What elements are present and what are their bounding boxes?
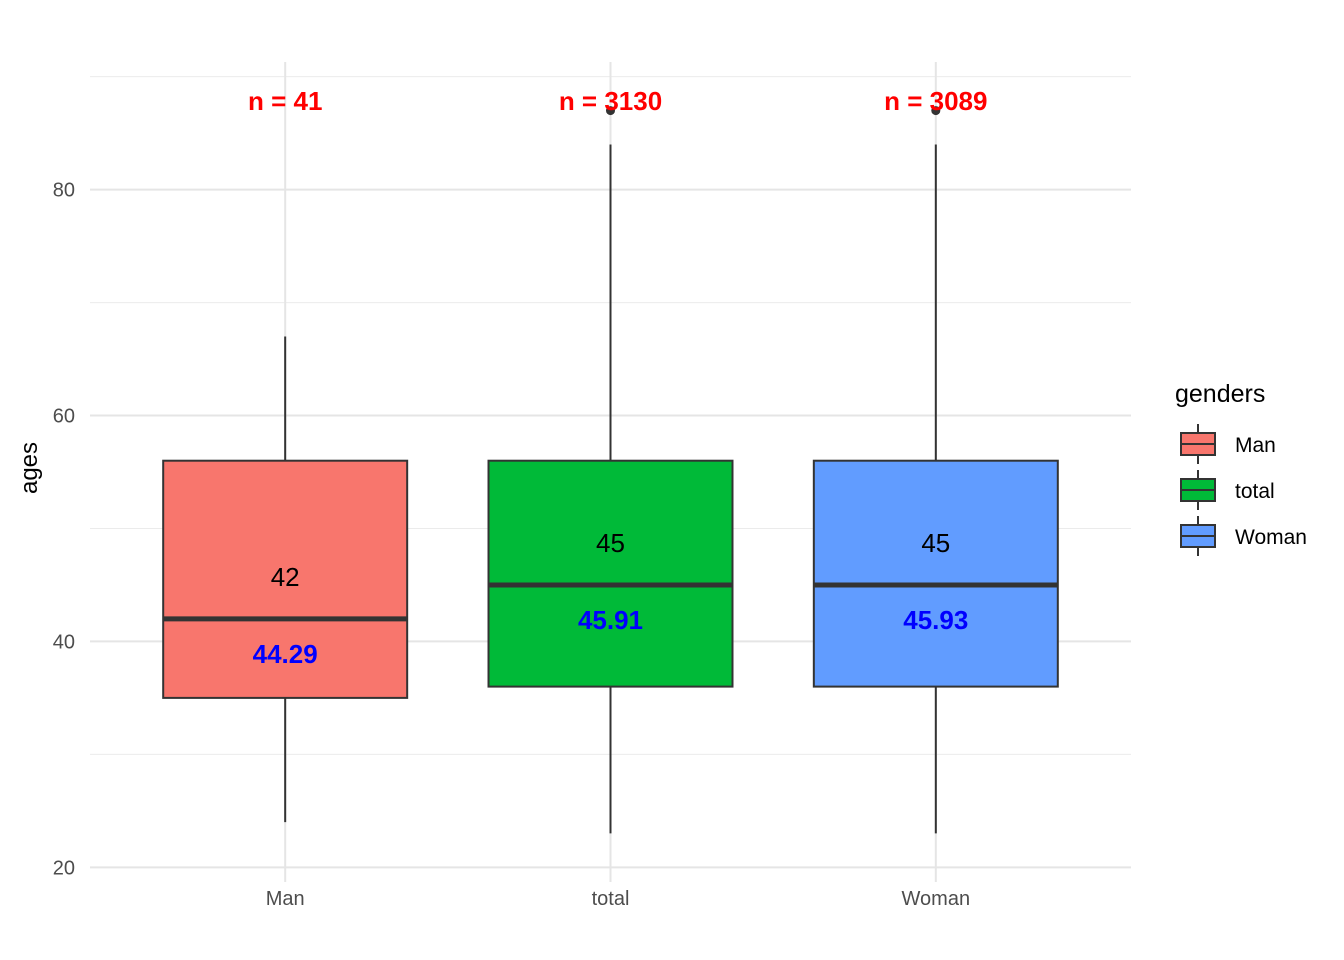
legend-title: genders (1175, 380, 1265, 408)
n-label: n = 3089 (884, 86, 987, 116)
box-body (487, 459, 734, 688)
mean-label: 45.93 (903, 605, 968, 635)
median-label: 45 (596, 528, 625, 558)
median-label: 42 (271, 562, 300, 592)
legend-label: Man (1235, 434, 1276, 457)
outlier-point (931, 106, 941, 116)
box-total: 45 45.91 n = 3130 (487, 86, 734, 834)
y-tick-label: 20 (53, 857, 75, 879)
legend-label: total (1235, 480, 1275, 503)
box-series: 42 44.29 n = 41 45 45.91 n = 3130 45 45.93 n = 3… (162, 86, 1059, 834)
box-body (162, 459, 409, 699)
x-tick-label: Woman (902, 888, 971, 910)
legend-item-man: Man (1180, 424, 1276, 464)
mean-label: 45.91 (578, 605, 643, 635)
legend-item-woman: Woman (1180, 516, 1307, 556)
y-axis-ticks: 20 40 60 80 (53, 180, 75, 880)
y-axis-title: ages (16, 442, 43, 494)
legend: genders Man total Woman (1175, 380, 1307, 556)
mean-label: 44.29 (253, 639, 318, 669)
n-label: n = 41 (248, 86, 322, 116)
x-tick-label: Man (266, 888, 305, 910)
legend-item-total: total (1180, 470, 1275, 510)
legend-label: Woman (1235, 526, 1307, 549)
y-tick-label: 60 (53, 406, 75, 428)
x-tick-label: total (592, 888, 630, 910)
n-label: n = 3130 (559, 86, 662, 116)
box-man: 42 44.29 n = 41 (162, 86, 409, 823)
box-woman: 45 45.93 n = 3089 (812, 86, 1059, 834)
y-tick-label: 40 (53, 631, 75, 653)
box-body (812, 459, 1059, 688)
median-label: 45 (921, 528, 950, 558)
outlier-point (606, 106, 615, 116)
x-axis-ticks: Man total Woman (266, 888, 970, 910)
y-tick-label: 80 (53, 180, 75, 202)
